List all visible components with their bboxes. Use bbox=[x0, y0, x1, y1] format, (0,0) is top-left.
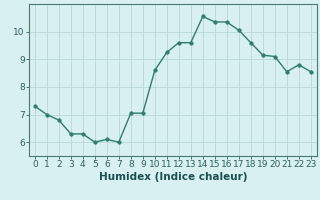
X-axis label: Humidex (Indice chaleur): Humidex (Indice chaleur) bbox=[99, 172, 247, 182]
